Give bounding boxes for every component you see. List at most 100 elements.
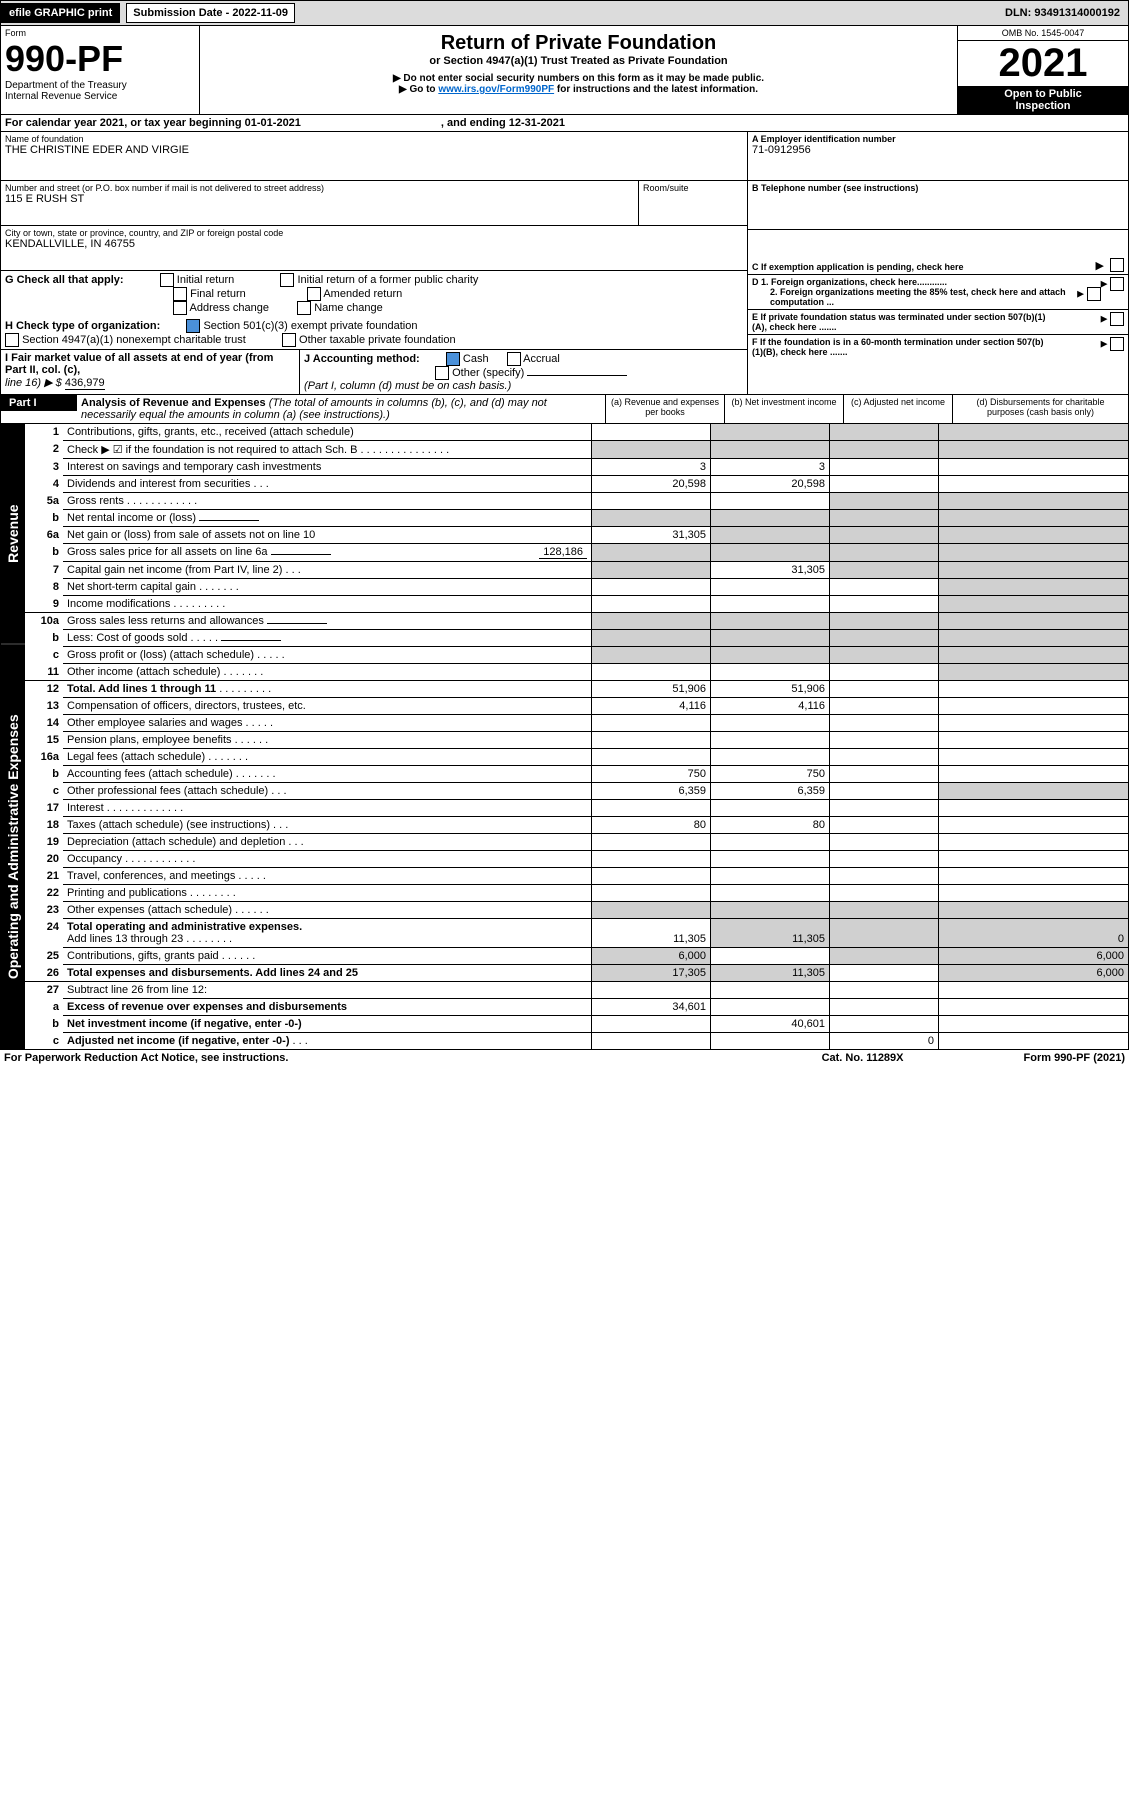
- name-label: Name of foundation: [5, 134, 743, 144]
- table-row: 22Printing and publications . . . . . . …: [25, 885, 1129, 902]
- part1-header: Part I Analysis of Revenue and Expenses …: [0, 395, 1129, 424]
- table-row: 10aGross sales less returns and allowanc…: [25, 613, 1129, 630]
- table-row: 11Other income (attach schedule) . . . .…: [25, 664, 1129, 681]
- table-row: 23Other expenses (attach schedule) . . .…: [25, 902, 1129, 919]
- form-number: 990-PF: [5, 38, 195, 80]
- cb-c[interactable]: [1110, 258, 1124, 272]
- table-row: 4Dividends and interest from securities …: [25, 476, 1129, 493]
- cb-other-tax[interactable]: [282, 333, 296, 347]
- table-row: 3Interest on savings and temporary cash …: [25, 459, 1129, 476]
- expenses-label: Operating and Administrative Expenses: [1, 644, 25, 1049]
- table-row: 27Subtract line 26 from line 12:: [25, 982, 1129, 999]
- table-row: 18Taxes (attach schedule) (see instructi…: [25, 817, 1129, 834]
- c-label: C If exemption application is pending, c…: [752, 262, 1096, 272]
- j-note: (Part I, column (d) must be on cash basi…: [304, 380, 511, 392]
- table-row: 8Net short-term capital gain . . . . . .…: [25, 579, 1129, 596]
- table-row: cAdjusted net income (if negative, enter…: [25, 1033, 1129, 1050]
- table-row: 13Compensation of officers, directors, t…: [25, 698, 1129, 715]
- cb-initial-former[interactable]: [280, 273, 294, 287]
- paperwork: For Paperwork Reduction Act Notice, see …: [4, 1052, 288, 1064]
- title: Return of Private Foundation: [206, 32, 951, 55]
- table-row: 16aLegal fees (attach schedule) . . . . …: [25, 749, 1129, 766]
- table-row: aExcess of revenue over expenses and dis…: [25, 999, 1129, 1016]
- cb-amended[interactable]: [307, 287, 321, 301]
- table-row: 17Interest . . . . . . . . . . . . .: [25, 800, 1129, 817]
- ein: 71-0912956: [752, 144, 1124, 156]
- table-row: 12Total. Add lines 1 through 11 . . . . …: [25, 681, 1129, 698]
- table-row: bAccounting fees (attach schedule) . . .…: [25, 766, 1129, 783]
- cb-name-change[interactable]: [297, 301, 311, 315]
- cal-year: For calendar year 2021, or tax year begi…: [0, 115, 1129, 132]
- i-label: I Fair market value of all assets at end…: [5, 352, 273, 376]
- d-block: D 1. Foreign organizations, check here..…: [748, 275, 1128, 310]
- table-row: 2Check ▶ ☑ if the foundation is not requ…: [25, 441, 1129, 459]
- room-label: Room/suite: [638, 181, 747, 225]
- ein-label: A Employer identification number: [752, 134, 1124, 144]
- irs: Internal Revenue Service: [5, 91, 195, 102]
- table-row: bGross sales price for all assets on lin…: [25, 544, 1129, 562]
- revenue-label: Revenue: [1, 424, 25, 644]
- tel-label: B Telephone number (see instructions): [752, 183, 1124, 193]
- f-label: F If the foundation is in a 60-month ter…: [752, 337, 1052, 357]
- subtitle: or Section 4947(a)(1) Trust Treated as P…: [206, 55, 951, 67]
- table-row: bLess: Cost of goods sold . . . . .: [25, 630, 1129, 647]
- top-bar: efile GRAPHIC print Submission Date - 20…: [0, 0, 1129, 26]
- p1-table: 1Contributions, gifts, grants, etc., rec…: [25, 424, 1129, 1050]
- p1-title: Analysis of Revenue and Expenses: [81, 397, 266, 409]
- efile-btn[interactable]: efile GRAPHIC print: [1, 3, 120, 23]
- col-b: (b) Net investment income: [724, 395, 843, 423]
- cb-d1[interactable]: [1110, 277, 1124, 291]
- cb-final[interactable]: [173, 287, 187, 301]
- fmv: 436,979: [65, 377, 105, 390]
- table-row: 6aNet gain or (loss) from sale of assets…: [25, 527, 1129, 544]
- cb-cash[interactable]: [446, 352, 460, 366]
- line1: ▶ Do not enter social security numbers o…: [206, 73, 951, 84]
- col-d: (d) Disbursements for charitable purpose…: [952, 395, 1128, 423]
- cb-4947[interactable]: [5, 333, 19, 347]
- table-row: cGross profit or (loss) (attach schedule…: [25, 647, 1129, 664]
- table-row: 21Travel, conferences, and meetings . . …: [25, 868, 1129, 885]
- form-ref: Form 990-PF (2021): [1024, 1052, 1125, 1064]
- cb-other-acct[interactable]: [435, 366, 449, 380]
- table-row: 7Capital gain net income (from Part IV, …: [25, 562, 1129, 579]
- table-row: 5aGross rents . . . . . . . . . . . .: [25, 493, 1129, 510]
- g-label: G Check all that apply:: [5, 274, 124, 286]
- table-row: 25Contributions, gifts, grants paid . . …: [25, 948, 1129, 965]
- cb-e[interactable]: [1110, 312, 1124, 326]
- table-row: 26Total expenses and disbursements. Add …: [25, 965, 1129, 982]
- cb-initial[interactable]: [160, 273, 174, 287]
- dept: Department of the Treasury: [5, 80, 195, 91]
- form-label: Form: [5, 28, 195, 38]
- e-label: E If private foundation status was termi…: [752, 312, 1052, 332]
- table-row: 9Income modifications . . . . . . . . .: [25, 596, 1129, 613]
- table-row: 15Pension plans, employee benefits . . .…: [25, 732, 1129, 749]
- table-row: bNet rental income or (loss): [25, 510, 1129, 527]
- col-a: (a) Revenue and expenses per books: [605, 395, 724, 423]
- table-row: bNet investment income (if negative, ent…: [25, 1016, 1129, 1033]
- table-row: cOther professional fees (attach schedul…: [25, 783, 1129, 800]
- dln: DLN: 93491314000192: [999, 7, 1128, 19]
- table-row: 20Occupancy . . . . . . . . . . . .: [25, 851, 1129, 868]
- j-label: J Accounting method:: [304, 353, 420, 365]
- cb-f[interactable]: [1110, 337, 1124, 351]
- foundation-name: THE CHRISTINE EDER AND VIRGIE: [5, 144, 743, 156]
- cb-d2[interactable]: [1087, 287, 1101, 301]
- cb-addr-change[interactable]: [173, 301, 187, 315]
- addr: 115 E RUSH ST: [5, 193, 634, 205]
- table-row: 24Total operating and administrative exp…: [25, 919, 1129, 948]
- part1-tag: Part I: [1, 395, 77, 411]
- id-block: Name of foundation THE CHRISTINE EDER AN…: [0, 132, 1129, 395]
- link-990pf[interactable]: www.irs.gov/Form990PF: [438, 84, 554, 95]
- city-label: City or town, state or province, country…: [5, 228, 743, 238]
- header: Form 990-PF Department of the Treasury I…: [0, 26, 1129, 115]
- table-row: 1Contributions, gifts, grants, etc., rec…: [25, 424, 1129, 441]
- cb-501c3[interactable]: [186, 319, 200, 333]
- line2: ▶ Go to www.irs.gov/Form990PF for instru…: [206, 84, 951, 95]
- cat-no: Cat. No. 11289X: [822, 1052, 904, 1064]
- cb-accrual[interactable]: [507, 352, 521, 366]
- main-table: Revenue Operating and Administrative Exp…: [0, 424, 1129, 1050]
- footer: For Paperwork Reduction Act Notice, see …: [0, 1050, 1129, 1066]
- col-c: (c) Adjusted net income: [843, 395, 952, 423]
- table-row: 14Other employee salaries and wages . . …: [25, 715, 1129, 732]
- year: 2021: [958, 41, 1128, 86]
